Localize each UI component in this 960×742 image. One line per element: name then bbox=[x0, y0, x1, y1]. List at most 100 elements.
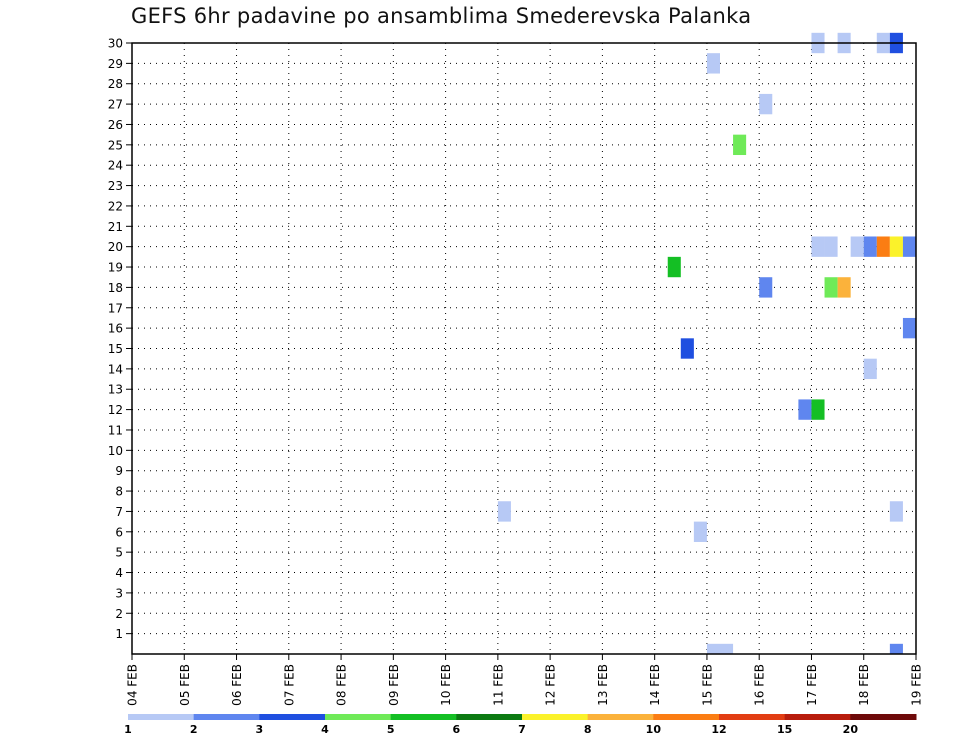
y-tick-label: 22 bbox=[108, 199, 123, 213]
legend-swatch bbox=[522, 714, 589, 720]
legend-label: 4 bbox=[321, 723, 329, 736]
x-tick-label: 06 FEB bbox=[230, 664, 244, 706]
legend-swatch bbox=[456, 714, 523, 720]
y-axis: 1234567891011121314151617181920212223242… bbox=[108, 37, 132, 641]
precip-cell bbox=[863, 358, 877, 380]
y-tick-label: 11 bbox=[108, 423, 123, 437]
precip-cell bbox=[902, 317, 916, 339]
y-tick-label: 5 bbox=[115, 546, 123, 560]
precip-cell bbox=[863, 236, 877, 257]
y-tick-label: 9 bbox=[115, 464, 123, 478]
y-tick-label: 7 bbox=[115, 505, 123, 519]
legend-swatch bbox=[128, 714, 195, 720]
legend-swatch bbox=[193, 714, 260, 720]
y-tick-label: 16 bbox=[108, 322, 123, 336]
precip-cell bbox=[733, 134, 747, 156]
x-tick-label: 10 FEB bbox=[439, 664, 453, 706]
precip-cell bbox=[798, 399, 812, 420]
precip-cell bbox=[720, 643, 734, 654]
y-tick-label: 2 bbox=[115, 607, 123, 621]
x-tick-label: 07 FEB bbox=[282, 664, 296, 706]
y-tick-label: 14 bbox=[108, 362, 123, 376]
y-tick-label: 6 bbox=[115, 525, 123, 539]
y-tick-label: 17 bbox=[108, 301, 123, 315]
legend-swatch bbox=[390, 714, 457, 720]
precip-cell bbox=[837, 277, 851, 298]
y-tick-label: 20 bbox=[108, 240, 123, 254]
y-tick-label: 10 bbox=[108, 444, 123, 458]
legend-swatch bbox=[587, 714, 654, 720]
legend-label: 1 bbox=[124, 723, 132, 736]
x-tick-label: 04 FEB bbox=[126, 664, 140, 706]
precip-cell bbox=[759, 93, 773, 115]
color-legend: 1 2 3 4 5 6 7 8 10 12 15 20 bbox=[124, 714, 917, 736]
precip-cell bbox=[850, 236, 864, 257]
y-tick-label: 8 bbox=[115, 485, 123, 499]
y-tick-label: 18 bbox=[108, 281, 123, 295]
legend-swatch bbox=[719, 714, 786, 720]
chart-title: GEFS 6hr padavine po ansamblima Smederev… bbox=[131, 4, 752, 28]
y-tick-label: 29 bbox=[108, 57, 123, 71]
y-tick-label: 3 bbox=[115, 586, 123, 600]
y-tick-label: 23 bbox=[108, 179, 123, 193]
y-tick-label: 30 bbox=[108, 37, 123, 51]
y-tick-label: 25 bbox=[108, 138, 123, 152]
x-tick-label: 15 FEB bbox=[700, 664, 714, 706]
precip-cell bbox=[667, 256, 681, 278]
precip-cell bbox=[693, 521, 707, 542]
x-tick-label: 12 FEB bbox=[544, 664, 558, 706]
precip-cell bbox=[706, 643, 720, 654]
x-tick-label: 14 FEB bbox=[648, 664, 662, 706]
legend-swatch bbox=[325, 714, 392, 720]
x-tick-label: 05 FEB bbox=[178, 664, 192, 706]
y-tick-label: 27 bbox=[108, 98, 123, 112]
legend-swatch bbox=[784, 714, 851, 720]
legend-swatch bbox=[653, 714, 720, 720]
x-tick-label: 16 FEB bbox=[753, 664, 767, 706]
legend-label: 20 bbox=[843, 723, 859, 736]
precip-cell bbox=[497, 501, 511, 522]
y-tick-label: 26 bbox=[108, 118, 123, 132]
precip-cell bbox=[811, 236, 825, 257]
precip-cell bbox=[889, 501, 903, 522]
legend-label: 10 bbox=[646, 723, 662, 736]
legend-label: 3 bbox=[256, 723, 264, 736]
x-tick-label: 09 FEB bbox=[387, 664, 401, 706]
precip-cell bbox=[759, 277, 773, 298]
x-tick-label: 08 FEB bbox=[335, 664, 349, 706]
x-tick-label: 18 FEB bbox=[857, 664, 871, 706]
y-tick-label: 24 bbox=[108, 159, 123, 173]
x-tick-label: 19 FEB bbox=[910, 664, 924, 706]
legend-label: 12 bbox=[711, 723, 726, 736]
grid-lines bbox=[131, 42, 917, 654]
precip-cell bbox=[824, 236, 838, 257]
legend-label: 15 bbox=[777, 723, 792, 736]
y-tick-label: 13 bbox=[108, 383, 123, 397]
x-tick-label: 11 FEB bbox=[491, 664, 505, 706]
x-axis: 04 FEB 05 FEB 06 FEB 07 FEB 08 FEB 09 FEB 10 F… bbox=[126, 654, 924, 706]
legend-swatch bbox=[259, 714, 326, 720]
legend-swatch bbox=[850, 714, 917, 720]
legend-label: 7 bbox=[518, 723, 526, 736]
precip-cell bbox=[889, 236, 903, 257]
x-tick-label: 17 FEB bbox=[805, 664, 819, 706]
legend-label: 2 bbox=[190, 723, 198, 736]
precip-cell bbox=[889, 643, 903, 654]
y-tick-label: 1 bbox=[115, 627, 123, 641]
y-tick-label: 19 bbox=[108, 261, 123, 275]
precip-cell bbox=[876, 236, 890, 257]
y-tick-label: 4 bbox=[115, 566, 123, 580]
y-tick-label: 15 bbox=[108, 342, 123, 356]
precip-cell bbox=[902, 236, 916, 257]
legend-label: 8 bbox=[584, 723, 592, 736]
legend-label: 6 bbox=[453, 723, 461, 736]
precip-cell bbox=[706, 53, 720, 74]
y-tick-label: 28 bbox=[108, 77, 123, 91]
legend-label: 5 bbox=[387, 723, 395, 736]
x-tick-label: 13 FEB bbox=[596, 664, 610, 706]
precipitation-cells bbox=[497, 32, 916, 654]
precip-cell bbox=[680, 338, 694, 359]
y-tick-label: 12 bbox=[108, 403, 123, 417]
precip-cell bbox=[824, 277, 838, 298]
